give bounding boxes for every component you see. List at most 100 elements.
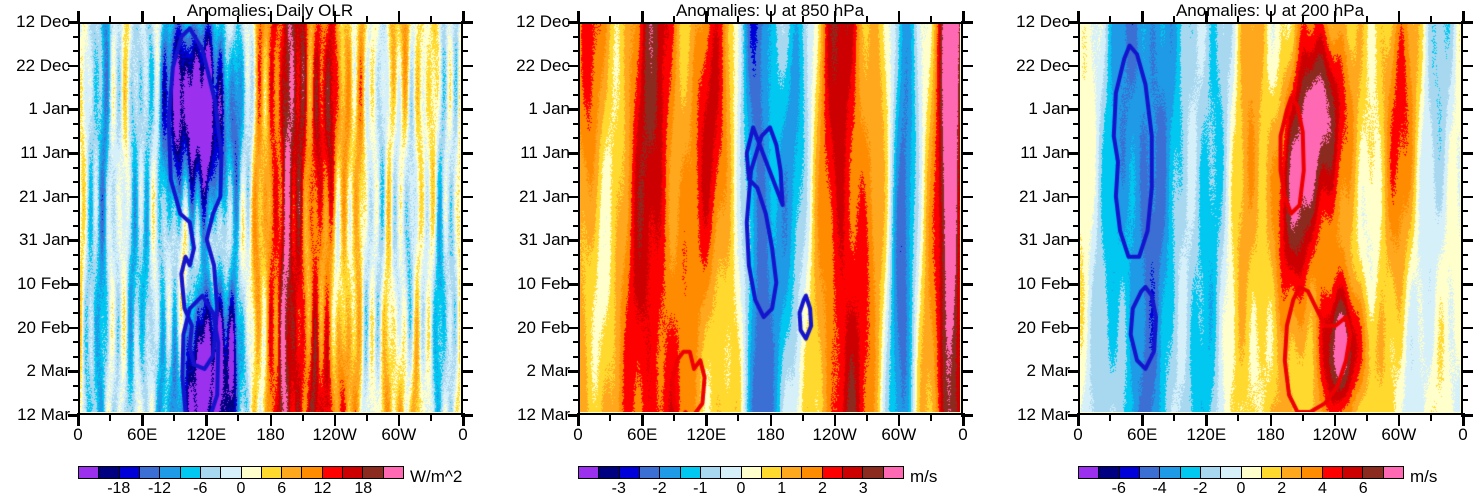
colorbar-tick-p1-5: 12 — [313, 480, 332, 497]
ytick-minor — [573, 181, 580, 184]
xtick-minor — [1237, 413, 1240, 421]
ytick-minor — [1073, 93, 1080, 96]
colorbar-swatch — [180, 467, 201, 478]
xtick-major — [1205, 413, 1208, 426]
ytick-minor — [1461, 137, 1468, 140]
colorbar-swatch — [1383, 467, 1403, 478]
ytick-minor — [1073, 50, 1080, 53]
ytick-major — [568, 370, 580, 373]
ytick-label-p3-7: 20 Feb — [1017, 317, 1070, 337]
ytick-minor — [961, 137, 968, 140]
ytick-minor — [961, 210, 968, 213]
xtick-major — [833, 413, 837, 426]
ytick-major — [1461, 64, 1473, 68]
ytick-major — [1068, 152, 1080, 155]
colorbar-units-3: m/s — [1410, 467, 1438, 486]
ytick-label-p3-5: 31 Jan — [1018, 230, 1070, 250]
xtick-major — [141, 11, 144, 24]
colorbar-swatch — [761, 467, 783, 478]
colorbar-tick-p1-1: -12 — [147, 480, 172, 497]
xtick-major — [397, 413, 401, 426]
colorbar-tick-p2-6: 3 — [858, 480, 868, 497]
ytick-major — [1461, 326, 1473, 330]
xtick-minor — [1429, 16, 1432, 24]
ytick-label-p3-4: 21 Jan — [1018, 186, 1070, 206]
colorbar-tick-p3-0: -6 — [1111, 480, 1126, 497]
ytick-label-p3-1: 22 Dec — [1016, 55, 1070, 75]
xtick-major — [462, 413, 465, 426]
ytick-minor — [1073, 181, 1080, 184]
colorbar-swatch — [282, 467, 303, 478]
ytick-major — [1068, 326, 1080, 330]
ytick-major — [568, 152, 580, 155]
xtick-major — [333, 11, 337, 24]
colorbar-tick-p3-4: 2 — [1277, 480, 1287, 497]
ytick-minor — [1073, 253, 1080, 256]
ytick-major — [568, 108, 580, 111]
ytick-label-p3-0: 12 Dec — [1016, 12, 1070, 31]
xtick-major — [1333, 413, 1337, 426]
colorbar-swatch — [1200, 467, 1222, 478]
ytick-minor — [573, 253, 580, 256]
ytick-major — [461, 152, 473, 155]
xtick-minor — [301, 16, 304, 24]
ytick-minor — [73, 355, 80, 358]
colorbar-tick-p2-3: 0 — [736, 480, 746, 497]
colorbar-tick-p2-0: -3 — [611, 480, 626, 497]
ytick-label-p3-2: 1 Jan — [1028, 99, 1070, 119]
ytick-minor — [1461, 93, 1468, 96]
xtick-label-p2-6: 0 — [958, 425, 968, 444]
colorbar-swatch — [1282, 467, 1303, 478]
ytick-minor — [73, 312, 80, 315]
ytick-minor — [961, 297, 968, 300]
ytick-label-p2-4: 21 Jan — [518, 186, 570, 206]
ytick-major — [68, 64, 80, 68]
ytick-minor — [573, 137, 580, 140]
xtick-minor — [1173, 413, 1176, 421]
ytick-label-p3-6: 10 Feb — [1017, 274, 1070, 293]
ytick-major — [568, 326, 580, 330]
colorbar-swatch — [200, 467, 222, 478]
xtick-label-p3-3: 180 — [1256, 425, 1285, 444]
xtick-minor — [173, 413, 176, 421]
ytick-label-p2-5: 31 Jan — [518, 230, 570, 250]
colorbar-swatch — [700, 467, 722, 478]
ytick-major — [568, 283, 580, 286]
xtick-major — [397, 11, 401, 24]
colorbar-tick-p1-2: -6 — [193, 480, 208, 497]
xtick-major — [1269, 413, 1272, 426]
ytick-major — [461, 326, 473, 330]
colorbar-units-2: m/s — [910, 467, 938, 486]
colorbar-swatch — [363, 467, 384, 478]
ytick-minor — [961, 268, 968, 271]
xtick-major — [897, 413, 901, 426]
xtick-major — [577, 413, 580, 426]
colorbar-tick-p2-4: 1 — [777, 480, 787, 497]
ytick-minor — [73, 137, 80, 140]
ytick-minor — [73, 384, 80, 387]
xtick-major — [269, 413, 272, 426]
ytick-label-p1-8: 2 Mar — [26, 361, 70, 381]
ytick-minor — [73, 122, 80, 125]
ytick-major — [1461, 195, 1473, 199]
contour-field-1 — [80, 24, 460, 412]
colorbar-swatch — [782, 467, 803, 478]
colorbar-swatch — [261, 467, 283, 478]
ytick-label-p3-3: 11 Jan — [1020, 143, 1070, 162]
xtick-major — [577, 11, 580, 24]
ytick-minor — [73, 297, 80, 300]
ytick-minor — [73, 341, 80, 344]
ytick-label-p1-7: 20 Feb — [17, 317, 70, 337]
ytick-minor — [1461, 210, 1468, 213]
xtick-label-p3-4: 120W — [1312, 425, 1357, 444]
colorbar-swatch — [863, 467, 884, 478]
ytick-major — [961, 414, 973, 417]
ytick-minor — [73, 35, 80, 38]
xtick-minor — [801, 413, 804, 421]
ytick-minor — [73, 268, 80, 271]
xtick-label-p1-2: 120E — [186, 425, 227, 444]
xtick-minor — [929, 16, 932, 24]
ytick-major — [68, 152, 80, 155]
colorbar-swatch — [1343, 467, 1364, 478]
